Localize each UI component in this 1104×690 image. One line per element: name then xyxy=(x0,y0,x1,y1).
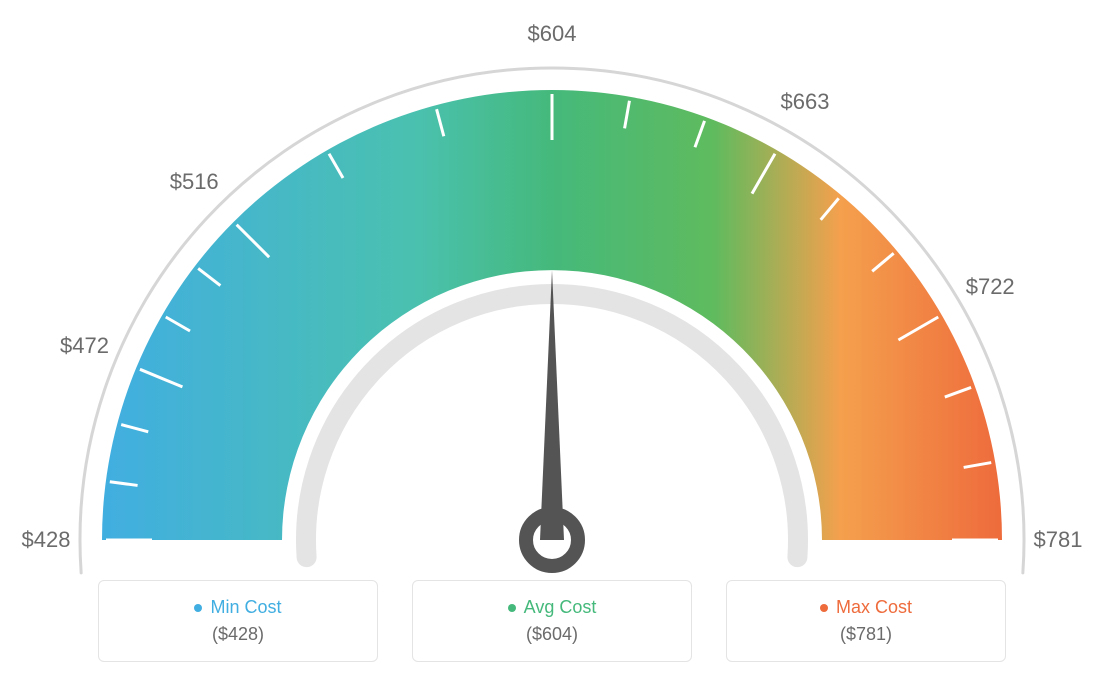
legend-card-avg: Avg Cost ($604) xyxy=(412,580,692,662)
legend-dot-max xyxy=(820,604,828,612)
gauge-tick-label: $604 xyxy=(528,21,577,47)
legend-card-max: Max Cost ($781) xyxy=(726,580,1006,662)
legend-dot-min xyxy=(194,604,202,612)
gauge-tick-label: $428 xyxy=(22,527,71,553)
gauge-tick-label: $472 xyxy=(60,333,109,359)
gauge-tick-label: $663 xyxy=(781,89,830,115)
legend-label-max: Max Cost xyxy=(836,597,912,618)
legend-value-avg: ($604) xyxy=(526,624,578,645)
gauge-tick-label: $516 xyxy=(170,169,219,195)
legend-value-max: ($781) xyxy=(840,624,892,645)
legend-label-min: Min Cost xyxy=(210,597,281,618)
cost-gauge-chart: $428$472$516$604$663$722$781 xyxy=(52,20,1052,580)
legend-dot-avg xyxy=(508,604,516,612)
legend-label-avg: Avg Cost xyxy=(524,597,597,618)
gauge-svg xyxy=(52,20,1052,580)
legend-value-min: ($428) xyxy=(212,624,264,645)
gauge-tick-label: $722 xyxy=(966,274,1015,300)
legend-card-min: Min Cost ($428) xyxy=(98,580,378,662)
gauge-tick-label: $781 xyxy=(1034,527,1083,553)
legend-row: Min Cost ($428) Avg Cost ($604) Max Cost… xyxy=(0,580,1104,662)
